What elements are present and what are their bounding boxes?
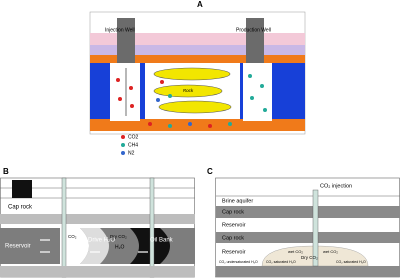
label: Rock (183, 88, 194, 93)
well (149, 177, 155, 278)
panel-label: A (197, 0, 203, 9)
well (312, 189, 319, 267)
production-well (246, 18, 264, 63)
label: Injection Well (105, 27, 135, 33)
front (80, 228, 109, 264)
rock (153, 84, 223, 98)
arrows (40, 239, 148, 253)
well-zone (110, 63, 140, 121)
label: Cap rock (222, 235, 244, 241)
legend-swatch (121, 143, 125, 147)
layer (216, 206, 400, 218)
rock (153, 67, 231, 81)
label: CO₂ (68, 234, 77, 239)
legend-swatch (121, 151, 125, 155)
legend-label: N2 (128, 150, 135, 156)
label: Dry CO₂ (301, 255, 318, 260)
legend-label: CO2 (128, 134, 139, 140)
panel-b: B Cap rock Reservoir CO₂ Drive H₂O Dry C… (0, 167, 195, 278)
layer (90, 119, 305, 131)
layer (216, 232, 400, 243)
layer (0, 266, 195, 277)
label: wet CO₂ (323, 249, 338, 254)
label: Reservoir (5, 244, 31, 250)
label: Production Well (236, 27, 271, 33)
panel-a: A Injection Well Production Well Rock CO… (89, 0, 306, 156)
label: CO₂ undersaturated H₂O (219, 260, 258, 264)
injection-well (117, 18, 135, 63)
well-zone (243, 63, 272, 121)
well (61, 177, 67, 278)
cap-rock-block (12, 180, 32, 198)
layer (216, 266, 400, 277)
panel-label: C (207, 167, 213, 176)
label: Reservoir (222, 249, 246, 255)
layer (0, 214, 195, 224)
layer (90, 55, 305, 63)
panel-c: C CO₂ injection Brine aquifer Cap rock R… (207, 167, 400, 278)
label: CO₂ saturated H₂O (266, 260, 296, 264)
label: wet CO₂ (288, 249, 303, 254)
rock (158, 100, 232, 114)
label: Cap rock (8, 205, 33, 211)
panel-label: B (3, 167, 9, 176)
front (60, 228, 89, 264)
legend-swatch (121, 135, 125, 139)
label: CO₂ saturated H₂O (336, 260, 366, 264)
label: Oil Bank (150, 238, 174, 244)
label: H₂O (115, 244, 125, 250)
label: Reservoir (222, 222, 246, 228)
legend-label: CH4 (128, 142, 138, 148)
label: Brine aquifer (222, 198, 253, 204)
label: Cap rock (222, 209, 244, 215)
layer (90, 45, 305, 55)
molecules (116, 74, 267, 128)
label: CO₂ injection (320, 183, 352, 189)
label: Dry CO₂ (110, 234, 127, 239)
label: Drive H₂O (88, 238, 115, 244)
